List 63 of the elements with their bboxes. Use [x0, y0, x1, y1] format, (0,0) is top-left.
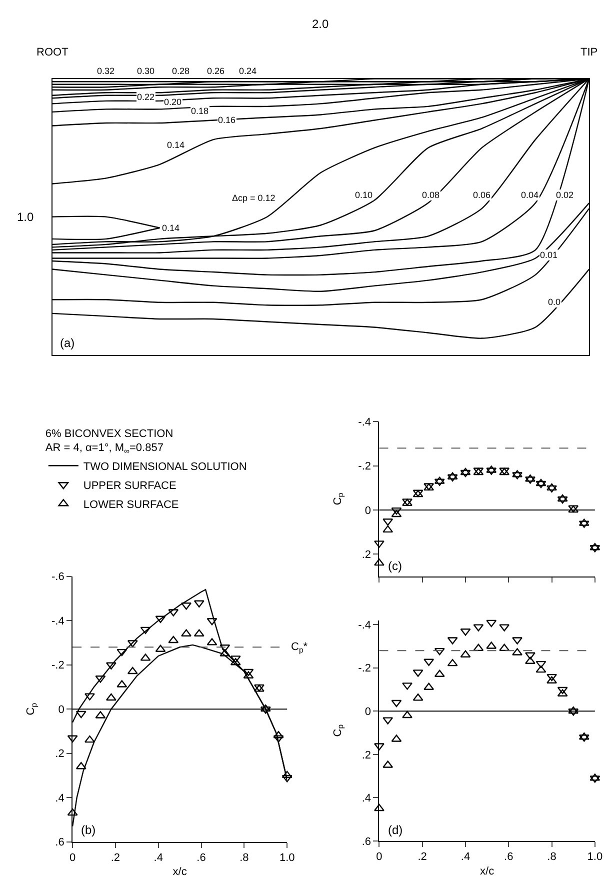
x-tick-label: .6	[196, 852, 206, 864]
y-tick-label: .6	[55, 836, 64, 849]
x-tick-label: ROOT	[36, 46, 69, 58]
annotation: (b)	[81, 823, 96, 837]
y-tick-label: .4	[362, 792, 372, 805]
x-tick-label: .8	[547, 851, 556, 864]
annotation: 0.14	[162, 223, 180, 233]
ref-line-label: C$_{p}$*	[291, 641, 308, 654]
legend-label: TWO DIMENSIONAL SOLUTION	[83, 460, 247, 473]
x-tick-label: .6	[504, 851, 514, 864]
x-tick-label: 0	[376, 851, 382, 864]
legend-label: UPPER SURFACE	[83, 480, 176, 492]
text: 2.0	[312, 17, 330, 31]
text: 1.0	[17, 210, 34, 224]
annotation: (d)	[388, 823, 403, 837]
annotation: 0.02	[556, 190, 574, 200]
legend-title: 6% BICONVEX SECTION AR = 4, α=1°, M$_{∞}$=0.857	[45, 428, 174, 456]
annotation: (a)	[60, 336, 75, 350]
annotation: 0.14	[167, 140, 185, 150]
y-tick-label: 0	[364, 504, 372, 517]
annotation: 0.16	[218, 115, 236, 125]
annotation: 0.06	[473, 190, 491, 200]
y-tick-label: .2	[362, 749, 372, 762]
annotation: (c)	[388, 559, 402, 573]
y-tick-label: 0	[58, 704, 64, 716]
text: 0.32	[97, 66, 115, 76]
text: 0.26	[207, 66, 225, 76]
annotation: 0.01	[540, 250, 558, 260]
text: 0.30	[137, 66, 155, 76]
x-axis-title: x/c	[480, 865, 495, 878]
x-axis-title: x/c	[172, 866, 188, 878]
x-tick-label: .4	[154, 852, 163, 864]
y-tick-label: -.2	[52, 660, 64, 672]
annotation: 0.08	[422, 190, 440, 200]
x-tick-label: TIP	[580, 46, 598, 58]
y-tick-label: -.2	[358, 460, 372, 473]
y-tick-label: -.6	[52, 571, 64, 584]
annotation: 0.22	[137, 92, 155, 102]
annotation: 0.0	[548, 297, 561, 307]
x-tick-label: .8	[240, 852, 249, 864]
text: 0.24	[239, 66, 257, 76]
x-tick-label: 0	[69, 852, 76, 864]
y-tick-label: .6	[362, 836, 372, 848]
annotation: 0.10	[355, 190, 373, 200]
annotation: Δcp = 0.12	[232, 193, 276, 203]
y-tick-label: -.4	[358, 416, 372, 428]
x-tick-label: .2	[418, 851, 427, 864]
y-tick-label: -.4	[358, 619, 372, 632]
annotation: 0.18	[191, 106, 209, 116]
y-tick-label: .2	[55, 748, 64, 760]
x-tick-label: .2	[110, 852, 120, 864]
x-tick-label: 1.0	[279, 852, 295, 864]
y-tick-label: -.4	[52, 615, 64, 628]
annotation: 0.20	[164, 97, 182, 107]
y-tick-label: -.2	[358, 662, 372, 675]
y-tick-label: .2	[362, 549, 372, 562]
annotation: 0.04	[521, 190, 539, 200]
y-tick-label: 0	[364, 706, 372, 718]
x-tick-label: 1.0	[587, 851, 603, 864]
x-tick-label: .4	[460, 851, 470, 864]
text: 0.28	[172, 66, 190, 76]
legend-label: LOWER SURFACE	[83, 498, 179, 511]
y-tick-label: .4	[55, 792, 64, 804]
